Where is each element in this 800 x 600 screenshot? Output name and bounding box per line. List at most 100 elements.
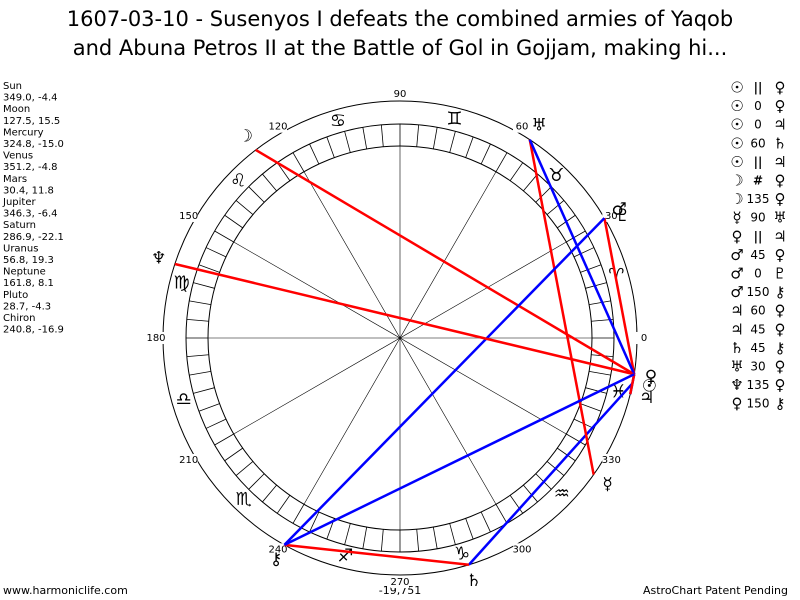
degree-label: 150 — [179, 211, 198, 222]
planet-name: Chiron — [3, 313, 35, 324]
aspect-type: || — [754, 155, 763, 169]
band-tick — [509, 495, 524, 514]
planet-position: 56.8, 19.3 — [3, 255, 54, 266]
zodiac-sign: ♒ — [554, 483, 570, 504]
zodiac-sign: ♋ — [330, 111, 346, 132]
zodiac-sign: ♐ — [337, 545, 353, 566]
band-tick — [495, 504, 508, 524]
band-tick — [189, 300, 211, 306]
band-tick — [235, 200, 254, 215]
aspect-type: 0 — [754, 99, 762, 113]
aspect-type: # — [753, 174, 763, 188]
band-tick — [214, 230, 234, 243]
aspect-planet: ☽ — [730, 172, 743, 190]
aspect-planet: ♃ — [773, 227, 786, 245]
aspect-planet: ♀ — [732, 227, 743, 245]
aspect-line — [283, 217, 606, 546]
aspect-line — [284, 543, 470, 567]
planet-position: 346.3, -6.4 — [3, 209, 58, 220]
aspect-line — [629, 374, 636, 395]
spoke — [233, 241, 567, 435]
band-tick — [480, 143, 491, 165]
band-tick — [292, 504, 305, 524]
aspect-planet: ♃ — [773, 153, 786, 171]
degree-label-bg — [513, 543, 531, 556]
degree-label: 120 — [268, 122, 287, 133]
aspect-line — [283, 373, 635, 547]
band-tick — [262, 173, 277, 192]
aspect-type: 150 — [747, 397, 770, 411]
aspect-type: 45 — [750, 248, 765, 262]
band-tick — [224, 214, 243, 229]
degree-label-bg — [269, 120, 287, 133]
planet-glyph: ☿ — [602, 474, 612, 494]
aspect-type: || — [754, 81, 763, 95]
degree-label-bg — [602, 454, 621, 466]
aspect-type: 135 — [747, 378, 770, 392]
footer-left: www.harmoniclife.com — [3, 584, 128, 597]
band-tick — [262, 484, 277, 503]
zodiac-sign: ♓ — [610, 381, 626, 402]
aspect-type: 0 — [754, 118, 762, 132]
aspect-planet: ♀ — [775, 302, 786, 320]
band-tick — [224, 447, 243, 462]
band-tick — [416, 124, 420, 147]
band-tick — [344, 131, 351, 153]
planet-position: 351.2, -4.8 — [3, 162, 58, 173]
band-tick — [362, 527, 368, 549]
planet-name: Pluto — [3, 290, 28, 301]
planet-name: Mars — [3, 174, 27, 185]
degree-label: 180 — [146, 333, 165, 344]
band-tick — [480, 511, 491, 533]
band-tick — [205, 247, 227, 258]
degree-label-bg — [269, 543, 287, 556]
band-tick — [309, 143, 320, 165]
aspect-planet: ♀ — [732, 395, 743, 413]
aspect-planet: ♃ — [730, 320, 743, 338]
degree-label: 270 — [390, 577, 409, 588]
band-tick — [380, 124, 384, 147]
band-tick — [580, 264, 602, 273]
planet-name: Jupiter — [2, 197, 36, 208]
planet-glyph: ♅ — [531, 115, 546, 135]
planet-name: Sun — [3, 81, 22, 92]
planet-position: 28.7, -4.3 — [3, 301, 51, 312]
band-tick — [326, 136, 335, 158]
degree-label-bg — [179, 210, 198, 222]
band-tick — [546, 200, 565, 215]
band-tick — [566, 433, 586, 446]
band-tick — [573, 247, 595, 258]
planet-name: Mercury — [3, 127, 44, 138]
aspect-planet: ♀ — [775, 358, 786, 376]
band-tick — [495, 152, 508, 172]
band-tick — [509, 162, 524, 181]
aspect-planet: ♂ — [730, 265, 743, 283]
band-tick — [465, 136, 474, 158]
planet-glyph: ♇ — [615, 206, 630, 226]
band-tick — [186, 318, 209, 322]
band-tick — [198, 403, 220, 412]
zodiac-sign: ♊ — [446, 109, 462, 130]
planet-name: Saturn — [3, 220, 36, 231]
aspect-planet: ♆ — [730, 376, 743, 394]
band-tick — [566, 230, 586, 243]
aspect-type: 45 — [750, 322, 765, 336]
degree-label: 300 — [512, 544, 531, 555]
degree-label-bg — [513, 120, 531, 133]
aspect-type: 135 — [747, 192, 770, 206]
aspect-type: 0 — [754, 267, 762, 281]
band-tick — [523, 484, 538, 503]
band-tick — [362, 127, 368, 149]
band-tick — [589, 300, 611, 306]
planet-glyph: ♄ — [466, 571, 481, 591]
planet-position: 349.0, -4.4 — [3, 93, 58, 104]
planet-position: 161.8, 8.1 — [3, 278, 54, 289]
band-tick — [432, 127, 438, 149]
band-tick — [235, 461, 254, 476]
aspect-planet: ⚷ — [775, 283, 786, 301]
degree-label: 90 — [394, 89, 407, 100]
aspect-planet: ♀ — [775, 246, 786, 264]
band-tick — [276, 162, 291, 181]
aspect-planet: ⚷ — [775, 395, 786, 413]
band-tick — [449, 131, 456, 153]
